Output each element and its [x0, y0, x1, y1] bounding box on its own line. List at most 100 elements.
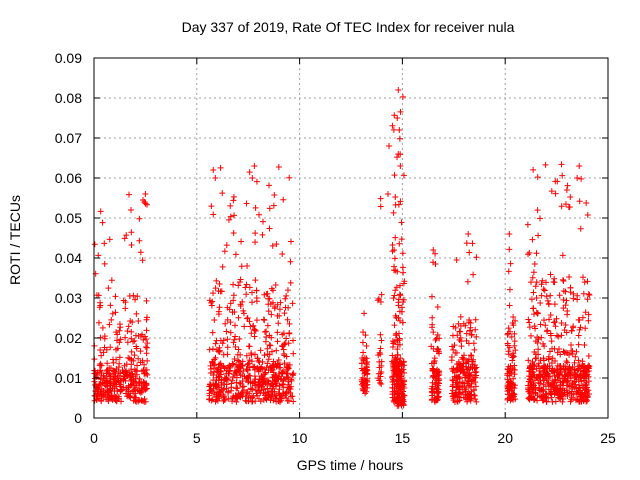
data-point	[235, 390, 242, 397]
data-point	[556, 292, 563, 299]
data-point	[109, 310, 116, 317]
data-point	[537, 372, 544, 379]
data-point	[377, 203, 384, 210]
data-point	[245, 360, 252, 367]
data-point	[212, 382, 219, 389]
data-point	[288, 377, 295, 384]
data-point	[121, 235, 128, 242]
data-point	[553, 315, 560, 322]
data-point	[391, 388, 398, 395]
data-point	[564, 372, 571, 379]
data-point	[130, 378, 137, 385]
data-point	[559, 172, 566, 179]
data-point	[101, 335, 108, 342]
data-point	[534, 397, 541, 404]
data-point	[573, 376, 580, 383]
data-point	[109, 356, 116, 363]
data-point	[538, 386, 545, 393]
data-point	[270, 202, 277, 209]
data-point	[129, 319, 136, 326]
data-point	[209, 345, 216, 352]
data-point	[560, 276, 567, 283]
data-point	[467, 327, 474, 334]
x-tick-labels: 0 5 10 15 20 25	[90, 430, 616, 446]
data-point	[289, 393, 296, 400]
data-point	[560, 296, 567, 303]
data-point	[262, 338, 269, 345]
data-point	[469, 365, 476, 372]
data-point	[432, 381, 439, 388]
data-point	[545, 386, 552, 393]
data-point	[226, 306, 233, 313]
data-point	[391, 292, 398, 299]
data-point	[253, 294, 260, 301]
data-point	[275, 320, 282, 327]
data-point	[111, 395, 118, 402]
data-point	[223, 381, 230, 388]
data-point	[287, 238, 294, 245]
data-point	[464, 278, 471, 285]
data-point	[263, 364, 270, 371]
data-point	[233, 370, 240, 377]
data-point	[140, 336, 147, 343]
data-point	[213, 368, 220, 375]
data-point	[510, 375, 517, 382]
data-point	[584, 296, 591, 303]
data-point	[122, 377, 129, 384]
y-tick-label: 0.02	[55, 330, 82, 346]
data-point	[97, 381, 104, 388]
data-point	[534, 339, 541, 346]
data-point	[505, 268, 512, 275]
data-point	[430, 329, 437, 336]
data-point	[535, 360, 542, 367]
data-point	[450, 395, 457, 402]
data-point	[376, 349, 383, 356]
y-tick-label: 0.07	[55, 130, 82, 146]
data-point	[532, 351, 539, 358]
data-point	[548, 188, 555, 195]
data-point	[246, 169, 253, 176]
data-point	[560, 348, 567, 355]
data-point	[391, 322, 398, 329]
data-point	[234, 395, 241, 402]
data-point	[360, 329, 367, 336]
data-point	[102, 391, 109, 398]
x-tick-label: 0	[90, 430, 98, 446]
data-point	[361, 310, 368, 317]
data-point	[249, 394, 256, 401]
data-point	[538, 281, 545, 288]
data-point	[534, 310, 541, 317]
data-point	[106, 236, 113, 243]
data-point	[261, 329, 268, 336]
data-point	[528, 279, 535, 286]
data-point	[142, 386, 149, 393]
data-point	[396, 291, 403, 298]
data-point	[290, 350, 297, 357]
data-point	[226, 367, 233, 374]
data-point	[581, 377, 588, 384]
data-point	[378, 337, 385, 344]
data-point	[505, 348, 512, 355]
data-point	[472, 374, 479, 381]
data-point	[260, 316, 267, 323]
data-point	[434, 331, 441, 338]
data-point	[244, 389, 251, 396]
data-point	[563, 297, 570, 304]
data-point	[141, 199, 148, 205]
data-point	[554, 391, 561, 398]
data-point	[400, 359, 407, 366]
data-point	[272, 396, 279, 403]
data-point	[135, 379, 142, 386]
data-point	[512, 347, 519, 354]
data-point	[450, 346, 457, 353]
data-point	[509, 390, 516, 397]
data-point	[248, 386, 255, 393]
data-point	[536, 215, 543, 222]
data-point	[225, 388, 232, 395]
data-point	[506, 286, 513, 293]
data-point	[112, 369, 119, 376]
data-point	[131, 352, 138, 359]
data-point	[567, 375, 574, 382]
data-point	[284, 316, 291, 323]
data-point	[270, 383, 277, 390]
